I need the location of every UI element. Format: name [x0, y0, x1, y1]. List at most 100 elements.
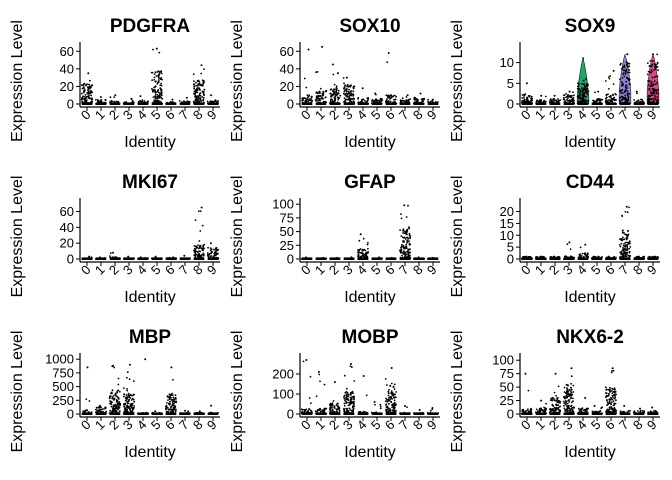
y-tick-label: 75 [280, 210, 294, 225]
expression-point [553, 409, 555, 411]
expression-point [193, 90, 196, 93]
expression-point [622, 73, 624, 75]
expression-point [402, 228, 405, 231]
expression-point [193, 254, 196, 257]
y-tick-label: 40 [60, 220, 74, 235]
expression-point [385, 403, 388, 405]
violin-cat-7 [178, 409, 191, 415]
expression-point [403, 253, 406, 256]
expression-point [198, 240, 201, 242]
expression-point [364, 255, 367, 257]
expression-point [628, 242, 631, 245]
expression-point [648, 97, 651, 100]
expression-point [626, 62, 628, 64]
expression-point [385, 94, 388, 97]
expression-point [350, 409, 352, 411]
x-tick-label: 6 [382, 107, 398, 123]
violin-cat-2 [549, 255, 561, 260]
expression-point [625, 89, 627, 92]
expression-point [526, 409, 528, 412]
expression-point [199, 250, 202, 253]
expression-point [210, 250, 213, 253]
expression-point [628, 78, 631, 81]
max-point [307, 48, 310, 51]
expression-point [150, 71, 153, 74]
zero-band [385, 412, 397, 415]
expression-point [391, 406, 393, 409]
y-axis-label: Expression Level [9, 176, 26, 298]
expression-point [623, 75, 626, 78]
expression-point [126, 371, 129, 374]
expression-point [343, 82, 345, 85]
violin-cat-1 [314, 45, 328, 105]
expression-point [568, 395, 571, 397]
expression-point [612, 83, 615, 85]
expression-point [553, 391, 556, 394]
expression-point [620, 242, 623, 245]
expression-point [86, 409, 89, 412]
expression-point [544, 100, 547, 103]
expression-point [578, 88, 580, 90]
expression-point [345, 407, 348, 410]
expression-point [628, 71, 631, 74]
panel-title: GFAP [344, 172, 396, 193]
x-tick-label: 5 [148, 107, 164, 123]
expression-point [586, 82, 588, 85]
expression-point [170, 399, 173, 401]
expression-point [157, 80, 160, 83]
max-point [171, 98, 174, 101]
expression-point [80, 84, 83, 86]
max-point [170, 366, 173, 369]
expression-point [329, 408, 331, 411]
zero-band [563, 257, 575, 260]
zero-band [413, 102, 425, 105]
y-axis-label: Expression Level [449, 20, 466, 142]
max-point [361, 87, 364, 90]
expression-point [330, 94, 333, 97]
max-point [99, 96, 102, 98]
expression-point [160, 82, 163, 85]
expression-point [133, 405, 136, 407]
zero-band [427, 257, 439, 260]
max-point [112, 251, 114, 254]
expression-point [625, 253, 627, 255]
x-tick-label: 9 [644, 417, 660, 433]
violin-cat-8 [633, 255, 646, 260]
expression-point [342, 77, 345, 79]
expression-point [202, 252, 205, 255]
expression-point [629, 246, 632, 248]
x-tick-label: 9 [424, 262, 440, 278]
expression-point [336, 405, 339, 408]
expression-point [186, 100, 189, 103]
violin-cat-3 [342, 76, 356, 105]
zero-band [301, 257, 313, 260]
expression-point [527, 95, 530, 97]
zero-band [151, 257, 163, 260]
expression-point [215, 253, 218, 256]
expression-point [343, 402, 346, 405]
expression-point [207, 246, 210, 249]
expression-point [366, 243, 369, 246]
expression-point [151, 87, 153, 90]
expression-point [582, 91, 585, 94]
y-axis-label: Expression Level [229, 331, 246, 453]
x-tick-label: 8 [630, 417, 646, 433]
expression-point [581, 96, 584, 99]
expression-point [337, 402, 339, 405]
max-point [184, 409, 186, 412]
max-point [431, 98, 434, 101]
expression-point [543, 409, 546, 411]
expression-point [113, 96, 116, 98]
expression-point [571, 406, 573, 409]
expression-point [305, 408, 308, 411]
x-tick-label: 6 [602, 107, 618, 123]
expression-point [619, 100, 622, 102]
expression-point [610, 390, 613, 392]
expression-point [584, 98, 587, 101]
expression-point [553, 406, 556, 409]
expression-point [653, 69, 656, 71]
expression-point [549, 399, 552, 402]
expression-point [97, 99, 99, 102]
expression-point [581, 87, 583, 90]
expression-point [405, 216, 408, 218]
